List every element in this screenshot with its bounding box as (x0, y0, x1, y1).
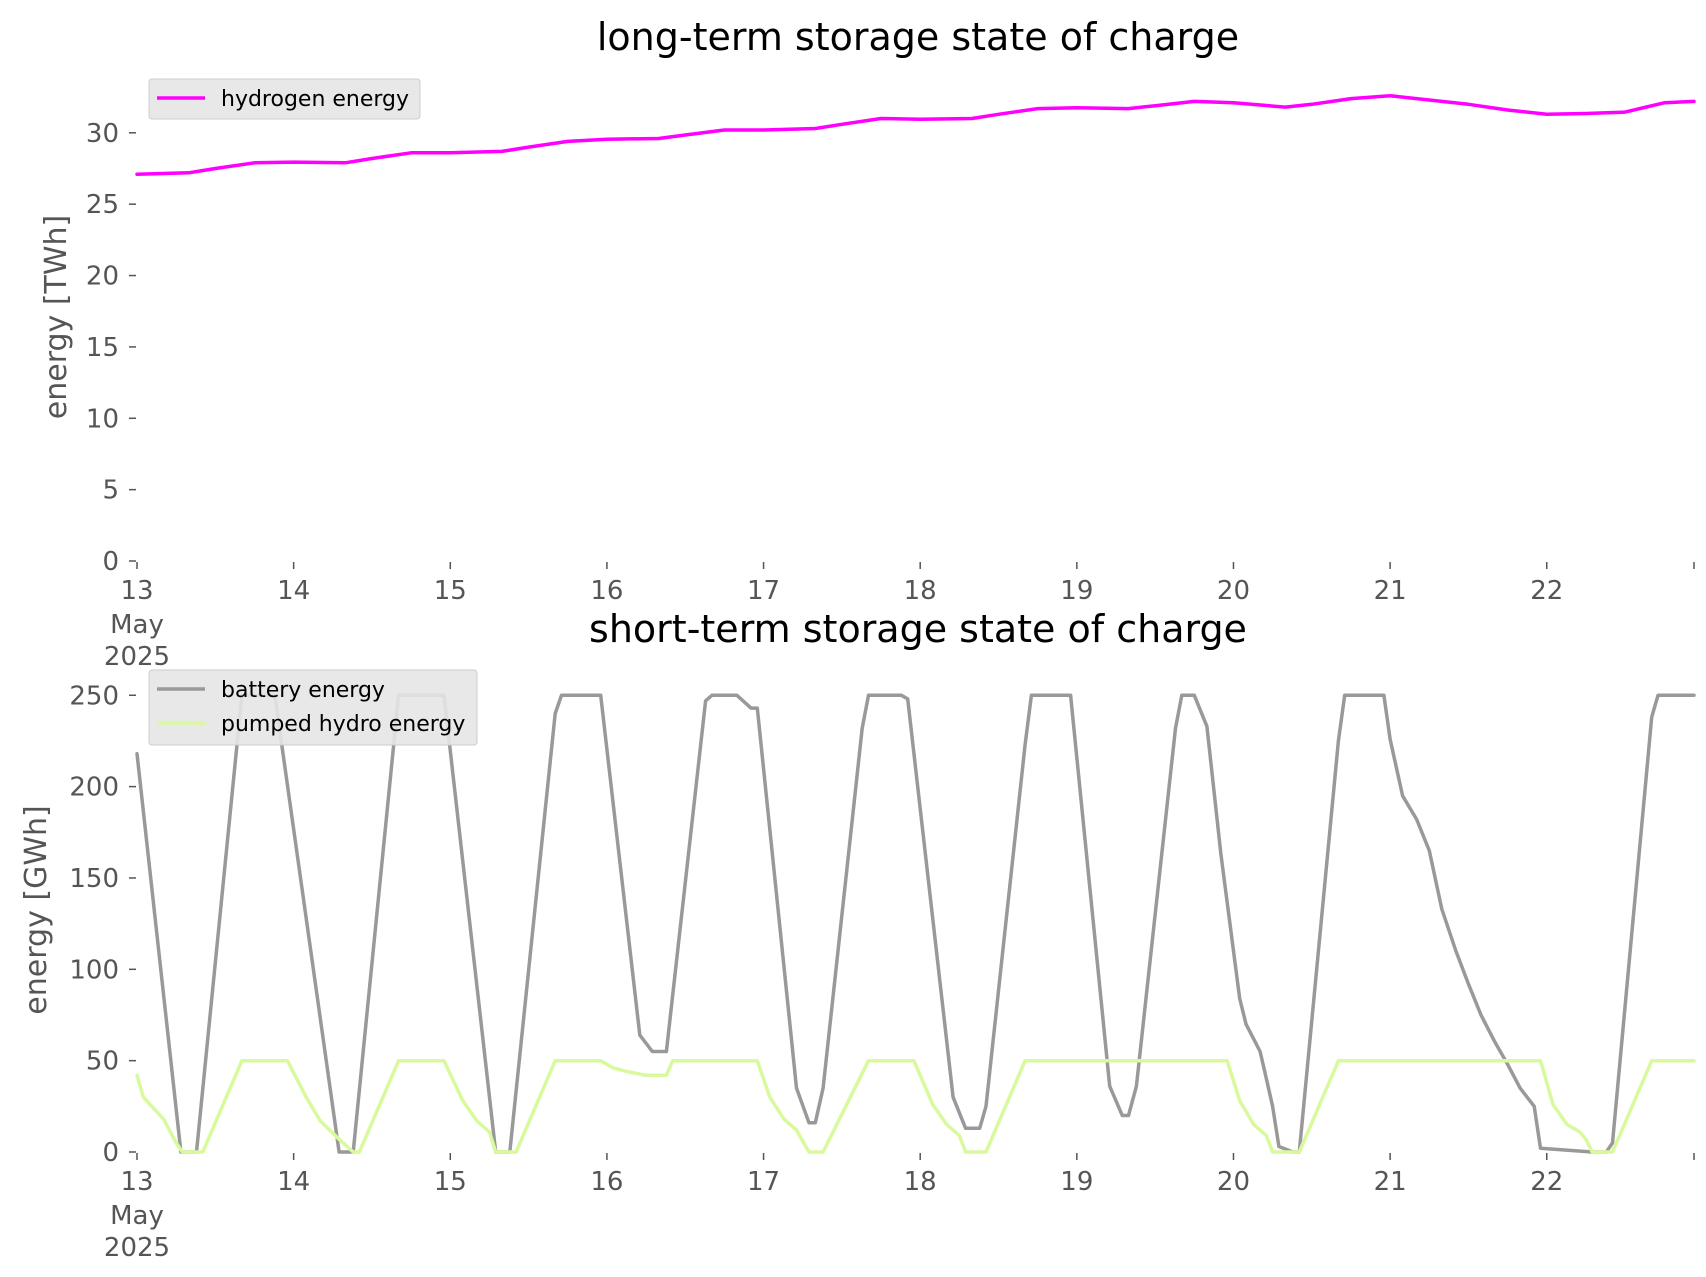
x-tick-label: 19 (1060, 1167, 1093, 1197)
y-tick-label: 30 (86, 119, 119, 149)
series-line-hydrogen-energy (135, 93, 1696, 176)
x-tick-label: 20 (1217, 576, 1250, 606)
legend-label-hydrogen: hydrogen energy (221, 87, 409, 112)
x-tick-label: 22 (1530, 576, 1563, 606)
y-tick-label: 0 (102, 1138, 119, 1168)
series-lines (135, 93, 1696, 176)
series-line-battery-energy (135, 693, 1696, 1154)
series-line-pumped-hydro-energy (135, 1058, 1696, 1154)
x-tick-label: 20 (1217, 1167, 1250, 1197)
y-tick-label: 5 (102, 476, 119, 506)
x-tick-label: 15 (434, 576, 467, 606)
legend-label-battery: battery energy (221, 678, 385, 703)
y-tick-label: 10 (86, 404, 119, 434)
y-axis-label: energy [TWh] (39, 215, 74, 419)
chart-title: long-term storage state of charge (597, 15, 1239, 59)
x-tick-month-label: May (110, 1201, 164, 1231)
x-tick-label: 15 (434, 1167, 467, 1197)
y-tick-label: 25 (86, 190, 119, 220)
x-tick-label: 18 (904, 576, 937, 606)
x-tick-label: 21 (1374, 1167, 1407, 1197)
y-tick-label: 15 (86, 333, 119, 363)
x-tick-label: 14 (277, 576, 310, 606)
x-tick-label: 16 (590, 1167, 623, 1197)
short-term-panel: short-term storage state of charge energ… (19, 607, 1696, 1263)
chart-title: short-term storage state of charge (589, 607, 1247, 651)
legend: battery energy pumped hydro energy (148, 669, 478, 746)
y-tick-label: 0 (102, 547, 119, 577)
y-tick-label: 150 (69, 864, 119, 894)
x-tick-label: 13 (120, 576, 153, 606)
y-tick-label: 250 (69, 681, 119, 711)
y-tick-label: 100 (69, 955, 119, 985)
x-tick-label: 13 (120, 1167, 153, 1197)
x-tick-label: 18 (904, 1167, 937, 1197)
x-tick-label: 16 (590, 576, 623, 606)
x-tick-label: 17 (747, 1167, 780, 1197)
legend-box (148, 669, 478, 746)
legend: hydrogen energy (148, 78, 421, 120)
x-tick-label: 21 (1374, 576, 1407, 606)
y-axis-label: energy [GWh] (19, 805, 54, 1014)
x-tick-label: 19 (1060, 576, 1093, 606)
x-tick-month-label: May (110, 610, 164, 640)
x-tick-label: 14 (277, 1167, 310, 1197)
x-tick-year-label: 2025 (104, 642, 170, 672)
series-lines (135, 693, 1696, 1154)
legend-label-pumped-hydro: pumped hydro energy (221, 712, 465, 737)
legend-box (148, 78, 421, 120)
y-tick-label: 200 (69, 773, 119, 803)
x-tick-label: 22 (1530, 1167, 1563, 1197)
y-tick-label: 50 (86, 1047, 119, 1077)
y-tick-label: 20 (86, 262, 119, 292)
long-term-panel: long-term storage state of charge energy… (39, 15, 1696, 672)
x-tick-label: 17 (747, 576, 780, 606)
x-tick-year-label: 2025 (104, 1233, 170, 1263)
